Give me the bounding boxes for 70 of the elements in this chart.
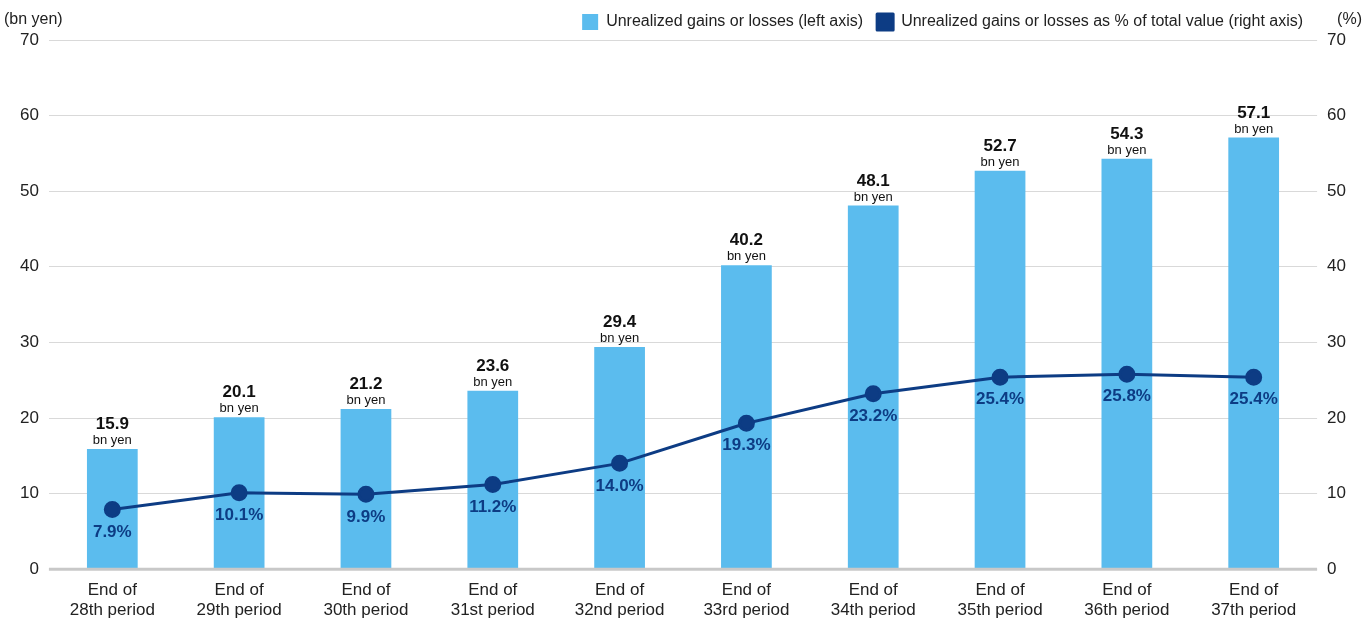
data-label: 9.9%: [346, 506, 386, 526]
x-tick-label: End of 36th period: [1084, 580, 1170, 620]
y2-tick-label: 0: [1327, 558, 1337, 578]
data-label: 48.1 bn yen: [853, 170, 893, 204]
x-tick-label: End of 29th period: [196, 580, 282, 620]
bar: [213, 417, 265, 569]
y-axis-title: (bn yen): [4, 10, 63, 28]
y2-tick-label: 70: [1327, 29, 1347, 49]
bar: [594, 346, 645, 569]
y-tick-label: 70: [19, 29, 39, 49]
data-label: 23.6 bn yen: [473, 355, 513, 389]
x-tick-label: End of 35th period: [957, 580, 1043, 620]
point: [357, 485, 375, 503]
y2-tick-label: 20: [1327, 407, 1347, 427]
bar: [1101, 158, 1153, 569]
y-tick-label: 30: [19, 332, 39, 352]
data-label: 57.1 bn yen: [1234, 102, 1274, 136]
data-label: 7.9%: [92, 521, 132, 541]
y-tick-label: 10: [19, 483, 39, 503]
bar: [1228, 137, 1280, 569]
y-tick-label: 40: [19, 256, 39, 276]
data-label: 14.0%: [595, 475, 644, 495]
y2-axis-title: (%): [1337, 10, 1362, 28]
point: [991, 368, 1009, 386]
data-label: 52.7 bn yen: [980, 135, 1020, 169]
x-tick-label: End of 32nd period: [574, 580, 665, 620]
data-label: 21.2 bn yen: [346, 373, 386, 407]
x-tick-label: End of 28th period: [69, 580, 155, 620]
data-label: 29.4 bn yen: [600, 311, 640, 345]
legend-label: Unrealized gains or losses (left axis): [606, 12, 864, 30]
point: [230, 484, 248, 502]
point: [484, 476, 502, 494]
bar: [721, 265, 772, 569]
y2-tick-label: 30: [1327, 332, 1347, 352]
point: [737, 414, 755, 432]
data-label: 19.3%: [722, 435, 771, 455]
x-tick-label: End of 37th period: [1211, 580, 1297, 620]
y-tick-label: 50: [19, 180, 39, 200]
data-label: 15.9 bn yen: [92, 414, 132, 447]
y2-tick-label: 50: [1327, 180, 1347, 200]
data-label: 40.2 bn yen: [726, 230, 766, 264]
legend-label: Unrealized gains or losses as % of total value (right axis): [901, 12, 1304, 30]
point: [864, 385, 882, 403]
data-label: 25.4%: [1229, 389, 1278, 409]
y-tick-label: 60: [19, 105, 39, 125]
data-label: 20.1 bn yen: [219, 382, 259, 416]
x-tick-label: End of 31st period: [450, 580, 535, 620]
data-label: 23.2%: [849, 406, 898, 425]
point: [1245, 368, 1263, 386]
bar: [974, 170, 1026, 569]
bar: [86, 449, 138, 569]
bar: [340, 408, 392, 569]
x-tick-label: End of 34th period: [830, 580, 916, 620]
data-label: 11.2%: [469, 496, 517, 516]
y-tick-label: 20: [19, 407, 39, 427]
x-tick-label: End of 33rd period: [703, 580, 790, 620]
point: [1118, 365, 1136, 383]
x-tick-label: End of 30th period: [323, 580, 409, 620]
bar: [467, 390, 519, 569]
y-tick-label: 0: [29, 558, 39, 578]
data-label: 25.4%: [975, 389, 1025, 409]
y2-tick-label: 40: [1327, 256, 1347, 276]
bar: [847, 205, 899, 569]
point: [611, 454, 629, 472]
y2-tick-label: 10: [1327, 483, 1347, 503]
point: [103, 500, 121, 518]
data-label: 54.3 bn yen: [1107, 123, 1147, 157]
data-label: 10.1%: [215, 505, 264, 525]
data-label: 25.8%: [1102, 386, 1151, 406]
y2-tick-label: 60: [1327, 105, 1347, 125]
